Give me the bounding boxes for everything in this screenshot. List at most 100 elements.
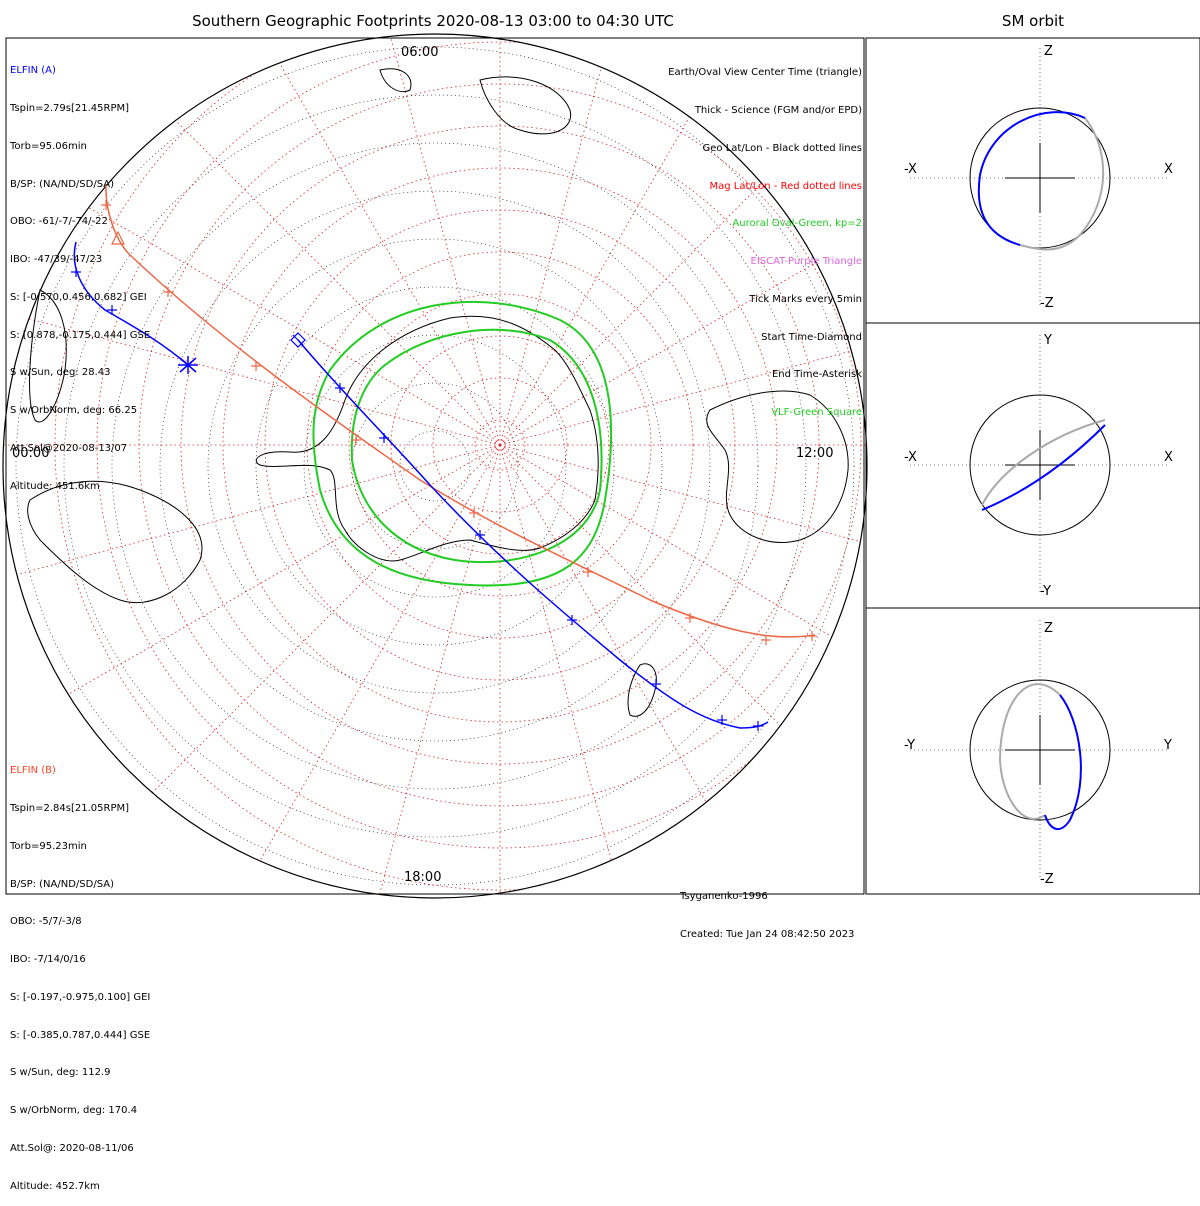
mag-lon-line [370, 444, 501, 898]
elfin-a-line: S w/OrbNorm, deg: 66.25 [10, 405, 138, 417]
elfin-a-line: Altitude: 451.6km [10, 480, 100, 492]
elfin-b-line: IBO: -7/14/0/16 [10, 954, 86, 966]
lt-label-left: 00:00 [12, 446, 50, 461]
panel2-bottom-label: -Y [1040, 584, 1052, 599]
footprint-map [2, 33, 1200, 899]
mag-lon-line [249, 444, 501, 879]
geo-lat-circle [159, 190, 711, 742]
coastline [627, 663, 657, 717]
elfin-a-name: ELFIN (A) [10, 65, 56, 77]
main-title: Southern Geographic Footprints 2020-08-1… [192, 12, 674, 30]
mag-lat-circle [474, 419, 526, 471]
elfin-b-line: B/SP: (NA/ND/SD/SA) [10, 878, 114, 890]
mag-lon-line [249, 34, 501, 446]
legend: Earth/Oval View Center Time (triangle) T… [668, 42, 862, 432]
coastline [255, 315, 599, 562]
geo-lat-circle [351, 382, 519, 550]
elfin-a-line: IBO: -47/39/-47/23 [10, 254, 103, 266]
geo-lat-circle [303, 334, 567, 598]
elfin-a-line: Torb=95.06min [10, 140, 87, 152]
coastline [29, 289, 67, 423]
elfin-a-line: Tspin=2.79s[21.45RPM] [10, 102, 130, 114]
mag-lon-line [499, 34, 630, 446]
mag-lon-line [499, 444, 630, 898]
mag-lon-line [499, 444, 751, 879]
panel1-top-label: Z [1044, 44, 1053, 59]
geo-grid [15, 46, 855, 886]
elfin-b-line: Altitude: 452.7km [10, 1180, 100, 1192]
legend-item: End Time-Asterisk [771, 369, 862, 381]
orbit-path-b [998, 683, 1061, 820]
lt-label-right: 12:00 [796, 446, 834, 461]
panel3-bottom-label: -Z [1040, 872, 1054, 887]
mag-lat-circle [96, 41, 867, 849]
mag-lat-circle [54, 34, 867, 891]
elfin-b-line: Att.Sol@: 2020-08-11/06 [10, 1143, 134, 1154]
elfin-a-line: Att.Sol@2020-08-13/07 [10, 443, 128, 454]
coastlines [27, 68, 849, 717]
elfin-a-line: B/SP: (NA/ND/SD/SA) [10, 178, 114, 190]
elfin-a-ticks [71, 267, 763, 731]
orbit-path-a [1044, 694, 1082, 830]
panel3-left-label: -Y [904, 738, 916, 753]
legend-item: VLF-Green Square [771, 407, 862, 419]
legend-item: Mag Lat/Lon - Red dotted lines [709, 180, 862, 192]
elfin-b-name: ELFIN (B) [10, 765, 56, 777]
elfin-b-track [105, 184, 816, 638]
mag-lat-circle [348, 293, 652, 597]
elfin-a-start-diamond [290, 332, 306, 348]
elfin-a-track-main [297, 339, 769, 729]
elfin-b-line: S: [-0.385,0.787,0.444] GSE [10, 1029, 151, 1041]
orbit-path-a [977, 111, 1086, 246]
mag-lon-line [370, 34, 501, 446]
geo-lat-circle [63, 94, 807, 838]
panel2-right-label: X [1164, 450, 1173, 465]
lt-label-top: 06:00 [401, 45, 439, 60]
coastline [479, 76, 572, 135]
elfin-b-line: Tspin=2.84s[21.05RPM] [10, 802, 130, 814]
model-name: Tsyganenko-1996 [680, 891, 768, 903]
legend-item: Earth/Oval View Center Time (triangle) [668, 67, 862, 79]
coastline [706, 390, 849, 543]
lt-label-bottom: 18:00 [404, 870, 442, 885]
mag-lat-circle [180, 125, 820, 765]
auroral-oval-outer [312, 300, 613, 587]
elfin-b-line: S w/Sun, deg: 112.9 [10, 1067, 111, 1079]
mag-lon-line [499, 444, 854, 799]
elfin-a-line: S: [0.878,-0.175,0.444] GSE [10, 329, 151, 341]
orbit-path-b [1019, 117, 1105, 251]
legend-item: Auroral Oval-Green, kp=2 [732, 218, 862, 230]
panel1-left-label: -X [904, 162, 917, 177]
map-frame [5, 37, 865, 895]
elfin-a-line: S: [-0.570,0.456,0.682] GEI [10, 291, 147, 303]
elfin-b-line: OBO: -5/7/-3/8 [10, 916, 82, 928]
mag-lat-circle [306, 251, 694, 639]
elfin-b-line: S w/OrbNorm, deg: 170.4 [10, 1105, 138, 1117]
geo-lat-circle [207, 238, 663, 694]
orbit-path-a [981, 424, 1106, 511]
legend-item: Thick - Science (FGM and/or EPD) [694, 104, 862, 116]
elfin-b-line: S: [-0.197,-0.975,0.100] GEI [10, 991, 151, 1003]
elfin-a-line: OBO: -61/-7/-74/-22 [10, 216, 108, 228]
elfin-a-track-early [73, 241, 189, 366]
coastline [27, 480, 203, 604]
geo-lat-circle [399, 430, 471, 502]
coastline [379, 68, 412, 93]
orbit-path-b [981, 419, 1106, 506]
panel2-left-label: -X [904, 450, 917, 465]
panel2-top-label: Y [1044, 333, 1052, 348]
eiscat-view-center-triangle [111, 230, 125, 245]
earth-limb [2, 33, 868, 899]
panel1-bottom-label: -Z [1040, 296, 1054, 311]
sm-orbit-panels [910, 48, 1170, 880]
panel3-top-label: Z [1044, 621, 1053, 636]
sm-orbit-title: SM orbit [1001, 12, 1065, 30]
mag-grid [3, 34, 867, 898]
auroral-oval-inner [350, 328, 603, 564]
panel-frame [865, 37, 1200, 895]
elfin-b-line: Torb=95.23min [10, 840, 87, 852]
panel3-right-label: Y [1164, 738, 1172, 753]
legend-item: Start Time-Diamond [761, 331, 862, 343]
legend-item: Tick Marks every 5min [749, 293, 862, 305]
elfin-a-line: S w/Sun, deg: 28.43 [10, 367, 111, 379]
